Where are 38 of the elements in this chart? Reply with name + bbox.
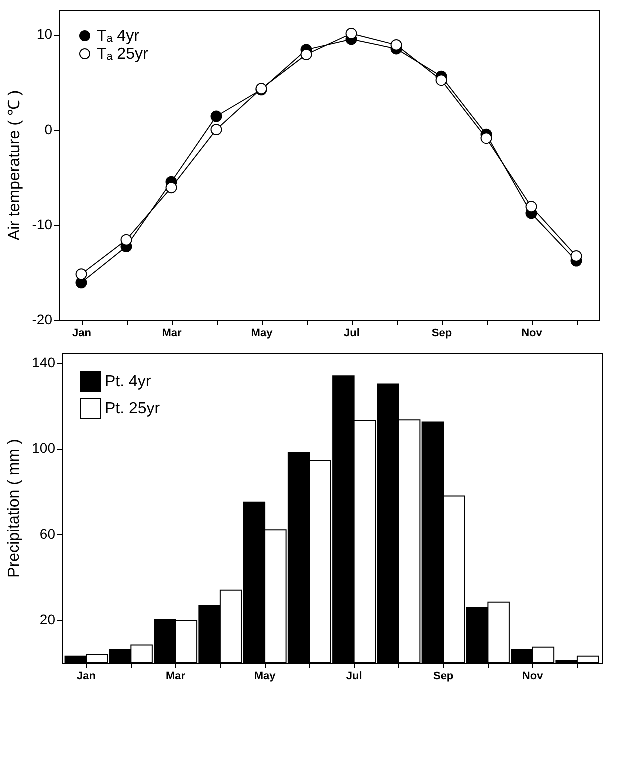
point xyxy=(76,268,88,280)
point xyxy=(120,234,132,246)
point xyxy=(300,48,312,60)
legend-label: Tₐ 25yr xyxy=(97,46,149,63)
y-tick-label: 60 xyxy=(40,526,56,542)
x-tick-label: Sep xyxy=(433,670,454,682)
x-tick-label: Mar xyxy=(166,670,186,682)
x-tick-label: May xyxy=(251,328,274,340)
x-tick-label: Nov xyxy=(522,670,544,682)
legend-label: Tₐ 4yr xyxy=(97,28,140,45)
legend-label: Pt. 25yr xyxy=(105,400,161,418)
point xyxy=(436,74,448,86)
y-axis-title: Air temperature ( ℃ ) xyxy=(6,90,24,241)
point xyxy=(570,250,582,262)
y-axis-title: Precipitation ( mm ) xyxy=(6,439,24,578)
point xyxy=(166,182,178,194)
y-tick-label: 0 xyxy=(44,121,53,138)
x-tick-label: Mar xyxy=(162,328,182,340)
x-tick-label: Jul xyxy=(344,328,360,340)
y-tick-label: 100 xyxy=(32,440,56,456)
x-tick-label: Nov xyxy=(522,328,544,340)
legend-label: Pt. 4yr xyxy=(105,374,152,390)
y-tick-label: 140 xyxy=(32,354,56,370)
point xyxy=(390,39,402,51)
point xyxy=(526,201,538,213)
y-tick-label: 10 xyxy=(36,26,53,42)
x-tick-label: Jan xyxy=(72,328,92,340)
point xyxy=(210,110,222,122)
point xyxy=(210,124,222,136)
point xyxy=(346,28,358,40)
y-tick-label: -20 xyxy=(32,312,53,328)
x-tick-label: Jul xyxy=(346,670,362,682)
x-tick-label: May xyxy=(254,670,277,682)
y-tick-label: -10 xyxy=(32,216,53,232)
x-tick-label: Jan xyxy=(77,670,96,682)
y-tick-label: 20 xyxy=(40,612,56,628)
point xyxy=(480,132,492,144)
x-tick-label: Sep xyxy=(432,328,452,340)
